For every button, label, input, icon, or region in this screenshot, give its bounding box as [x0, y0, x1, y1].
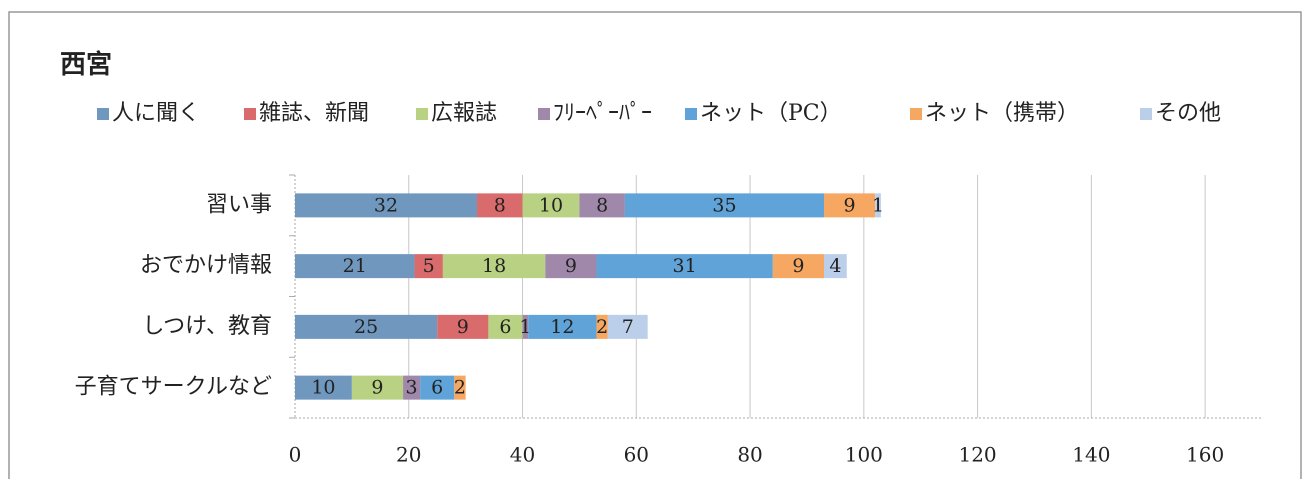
- data-label: 2: [454, 377, 466, 399]
- legend-label: 雑誌、新聞: [259, 101, 369, 126]
- x-tick-label: 60: [624, 443, 649, 467]
- data-label: 9: [457, 316, 469, 338]
- x-tick-label: 100: [845, 443, 883, 467]
- bar-segment: [295, 254, 415, 279]
- bar-segment: [522, 314, 529, 339]
- x-tick-label: 40: [510, 443, 535, 467]
- legend-label: 広報誌: [431, 101, 497, 126]
- bar-segment: [295, 375, 352, 400]
- data-label: 9: [565, 255, 577, 277]
- bar-segment: [624, 193, 825, 218]
- legend-swatch: [1140, 108, 1152, 120]
- legend-label: ネット（PC）: [700, 101, 842, 126]
- chart-title: 西宮: [60, 49, 112, 80]
- data-label: 9: [844, 194, 856, 216]
- y-tick-label: 子育てサークルなど: [75, 375, 272, 400]
- bar-segment: [442, 254, 546, 279]
- bar-segment: [528, 314, 597, 339]
- data-label: 6: [431, 377, 443, 399]
- bar-segment: [437, 314, 489, 339]
- legend-swatch: [416, 108, 428, 120]
- data-label: 7: [622, 316, 634, 338]
- bar-segment: [607, 314, 648, 339]
- bar-segment: [545, 254, 597, 279]
- data-label: 9: [371, 377, 383, 399]
- data-label: 35: [712, 194, 736, 216]
- legend-label: ﾌﾘｰﾍﾟｰﾊﾟｰ: [553, 101, 652, 126]
- legend-swatch: [910, 108, 922, 120]
- bar-segment: [579, 193, 625, 218]
- data-label: 10: [539, 194, 563, 216]
- bar-segment: [488, 314, 523, 339]
- legend-swatch: [244, 108, 256, 120]
- bar-segment: [454, 375, 466, 400]
- data-label: 8: [494, 194, 506, 216]
- legend-swatch: [97, 108, 109, 120]
- legend-swatch: [685, 108, 697, 120]
- bar-segment: [596, 254, 773, 279]
- bar-segment: [295, 193, 478, 218]
- chart-frame: [8, 11, 1302, 479]
- bar-segment: [824, 254, 847, 279]
- y-tick-label: おでかけ情報: [140, 253, 272, 278]
- data-label: 2: [596, 316, 608, 338]
- y-tick-label: しつけ、教育: [142, 314, 272, 339]
- legend-label: その他: [1155, 101, 1221, 126]
- legend-label: ネット（携帯）: [925, 101, 1079, 126]
- data-label: 1: [872, 194, 884, 216]
- data-label: 6: [499, 316, 511, 338]
- data-label: 32: [374, 194, 398, 216]
- bar-segment: [875, 193, 881, 218]
- bar-segment: [824, 193, 876, 218]
- x-tick-label: 80: [737, 443, 762, 467]
- data-label: 21: [343, 255, 367, 277]
- bar-segment: [522, 193, 580, 218]
- data-label: 4: [829, 255, 841, 277]
- legend-swatch: [538, 108, 550, 120]
- data-label: 3: [406, 377, 418, 399]
- y-tick-label: 習い事: [206, 192, 272, 217]
- bar-segment: [414, 254, 443, 279]
- x-tick-label: 0: [289, 443, 302, 467]
- data-label: 31: [673, 255, 697, 277]
- bar-segment: [477, 193, 523, 218]
- data-label: 10: [311, 377, 335, 399]
- data-label: 5: [423, 255, 435, 277]
- x-tick-label: 120: [958, 443, 996, 467]
- bar-segment: [403, 375, 421, 400]
- data-label: 18: [482, 255, 506, 277]
- bar-segment: [420, 375, 455, 400]
- data-label: 25: [354, 316, 378, 338]
- x-tick-label: 20: [396, 443, 421, 467]
- data-label: 8: [596, 194, 608, 216]
- x-tick-label: 160: [1186, 443, 1224, 467]
- x-tick-label: 140: [1072, 443, 1110, 467]
- data-label: 9: [792, 255, 804, 277]
- bar-segment: [772, 254, 825, 279]
- bar-segment: [351, 375, 404, 400]
- bar-segment: [596, 314, 608, 339]
- bar-segment: [295, 314, 438, 339]
- data-label: 12: [550, 316, 574, 338]
- legend-label: 人に聞く: [112, 101, 200, 126]
